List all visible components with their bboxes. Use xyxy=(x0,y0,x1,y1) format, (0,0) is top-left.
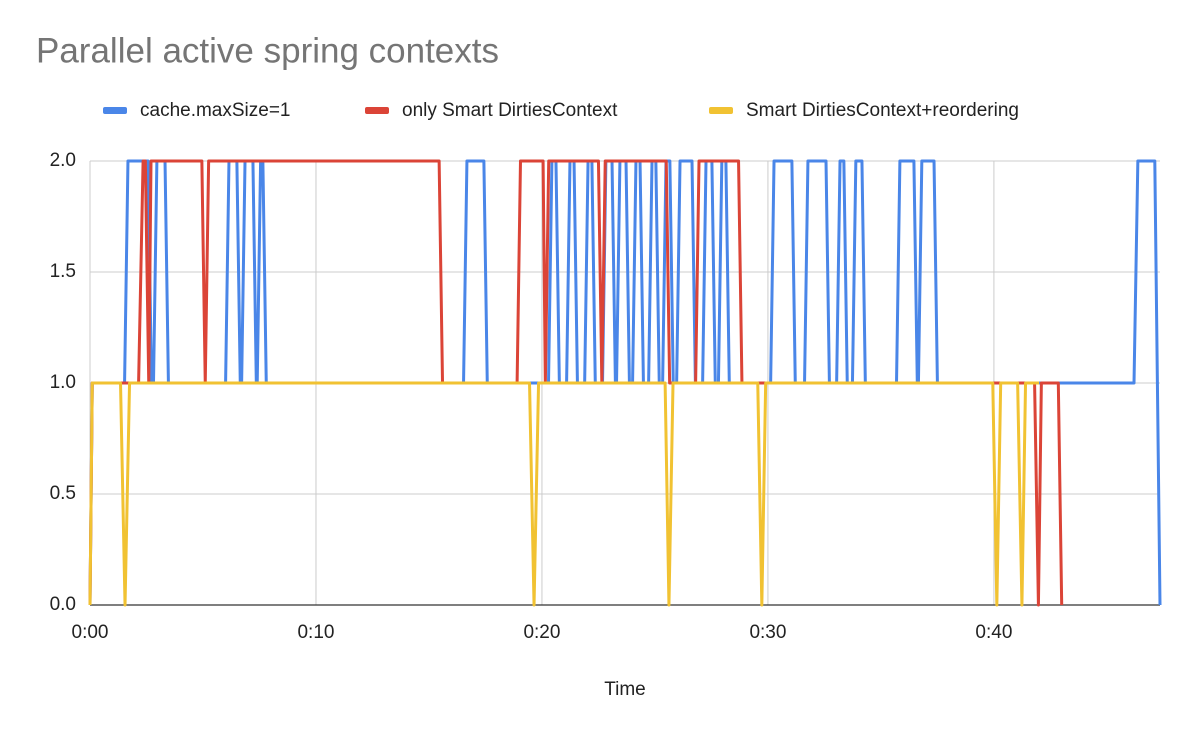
y-tick-label: 0.0 xyxy=(50,594,76,615)
y-tick-label: 0.5 xyxy=(50,483,76,504)
y-tick-label: 1.5 xyxy=(50,261,76,282)
x-axis-label: Time xyxy=(604,679,646,700)
legend-swatch xyxy=(103,107,127,114)
y-tick-label: 1.0 xyxy=(50,372,76,393)
x-tick-label: 0:30 xyxy=(749,622,786,643)
x-tick-label: 0:00 xyxy=(72,622,109,643)
legend-label: Smart DirtiesContext+reordering xyxy=(746,100,1019,121)
legend-swatch xyxy=(365,107,389,114)
data-line xyxy=(88,159,1162,606)
legend-label: cache.maxSize=1 xyxy=(140,100,291,121)
data-line xyxy=(88,381,1040,607)
x-tick-label: 0:20 xyxy=(523,622,560,643)
chart-title: Parallel active spring contexts xyxy=(36,31,499,70)
x-tick-label: 0:10 xyxy=(297,622,334,643)
x-tick-label: 0:40 xyxy=(975,622,1012,643)
legend-swatch xyxy=(709,107,733,114)
legend-label: only Smart DirtiesContext xyxy=(402,100,618,121)
y-tick-label: 2.0 xyxy=(50,150,76,171)
